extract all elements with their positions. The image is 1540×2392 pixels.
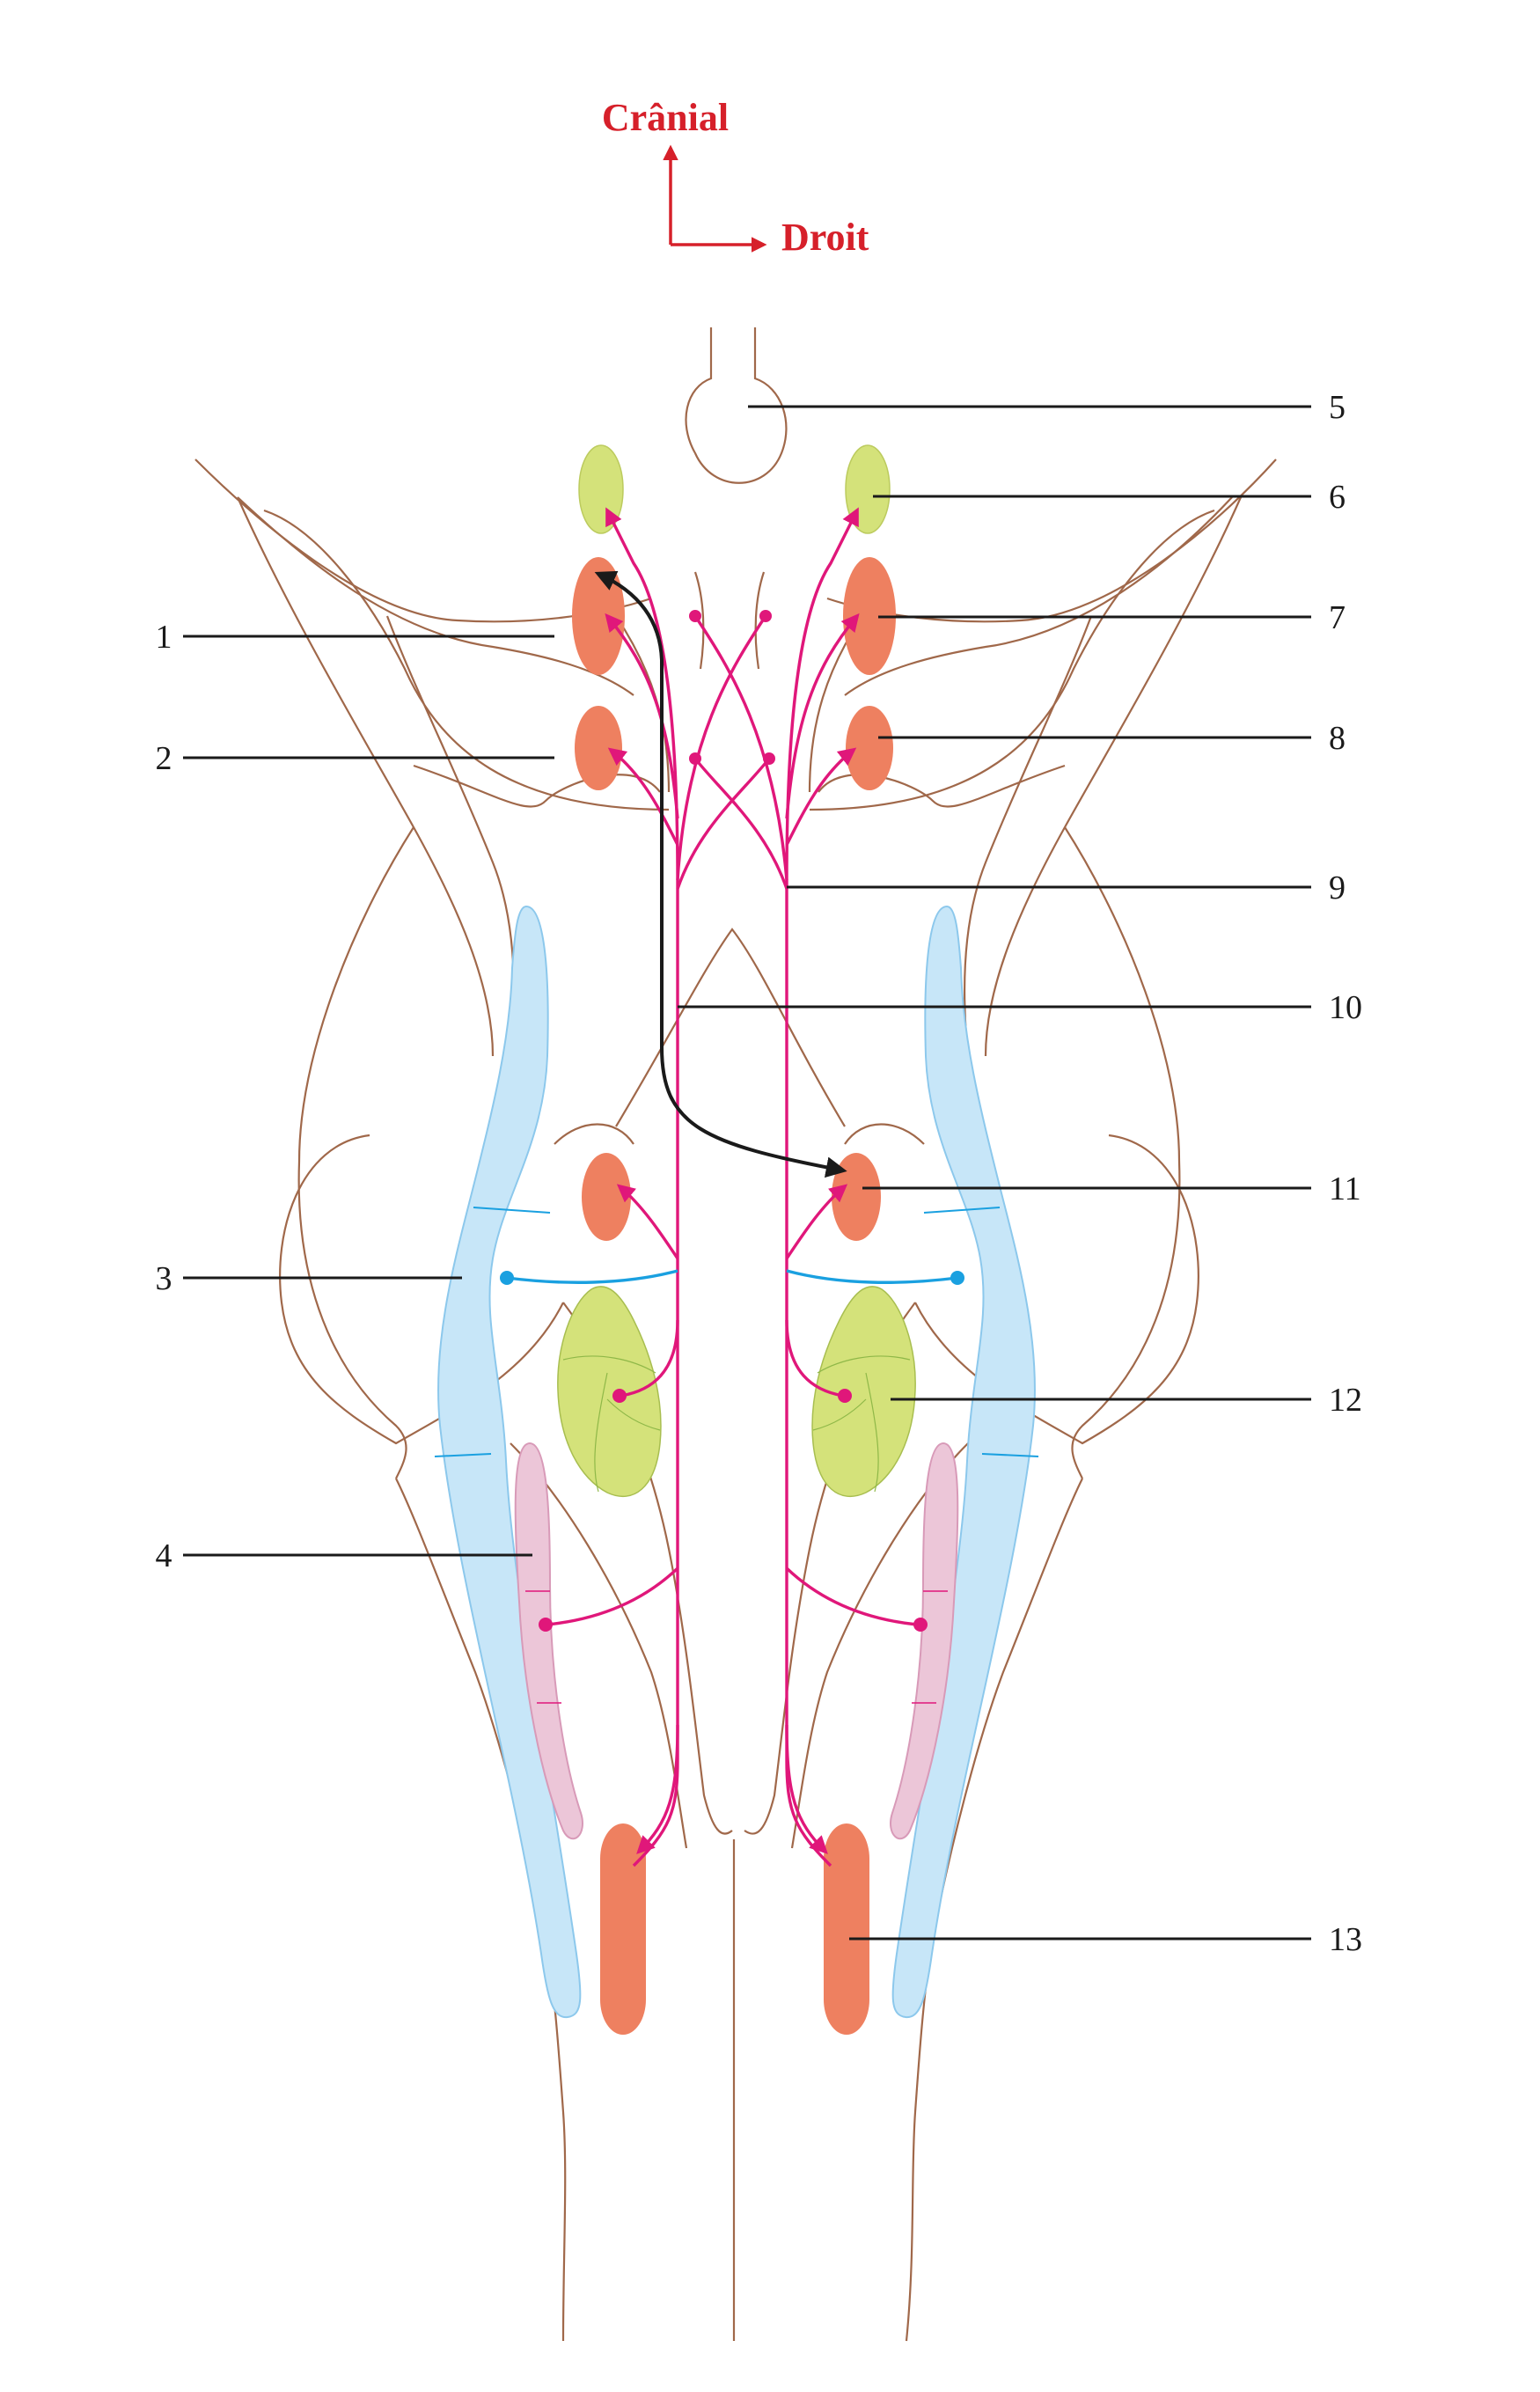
- right-blue-fiber: [786, 1269, 958, 1284]
- label-2: 2: [156, 740, 172, 777]
- right-fiber-to-4: [785, 1567, 918, 1626]
- left-pink-column: [514, 1442, 583, 1840]
- right-nucleus-8: [846, 706, 893, 790]
- yellow-green-nuclei: [557, 444, 916, 1498]
- motor-nuclei: [572, 557, 896, 2035]
- right-blue-dot: [950, 1271, 964, 1285]
- orientation-indicator: Crânial Droit: [602, 96, 869, 259]
- fiber-origin-dot-3: [689, 752, 701, 765]
- right-blue-column: [891, 905, 1036, 2019]
- left-lower-yellow-detail: [562, 1355, 661, 1493]
- label-12: 12: [1329, 1382, 1362, 1419]
- brainstem-outline: [194, 327, 1277, 2342]
- label-10: 10: [1329, 989, 1362, 1026]
- central-v: [615, 928, 846, 1127]
- right-12-dot: [838, 1389, 852, 1403]
- left-12-dot: [612, 1389, 627, 1403]
- pituitary-outline: [685, 327, 788, 484]
- right-pons-lobe: [1064, 826, 1181, 1479]
- left-blue-dot: [500, 1271, 514, 1285]
- blue-fibers: [500, 1269, 964, 1285]
- right-basal-curve: [844, 1123, 925, 1145]
- left-fiber-to-13: [636, 1724, 679, 1854]
- left-lateral-contour-2: [385, 615, 516, 1057]
- left-basal-curve: [554, 1123, 634, 1145]
- pink-columns: [514, 1442, 959, 1840]
- right-optic-wing: [826, 459, 1277, 623]
- left-nucleus-13: [600, 1823, 646, 2035]
- left-upper-lobe: [263, 509, 670, 811]
- left-fiber-to-11: [616, 1184, 679, 1259]
- right-nucleus-13: [824, 1823, 869, 2035]
- left-blue-division-2: [434, 1453, 492, 1457]
- left-fiber-to-4: [546, 1567, 679, 1626]
- left-blue-fiber: [506, 1269, 678, 1284]
- label-4: 4: [156, 1537, 172, 1574]
- left-nucleus-11: [582, 1153, 631, 1241]
- blue-columns: [434, 905, 1039, 2019]
- right-4-dot: [913, 1618, 928, 1632]
- label-1: 1: [156, 619, 172, 656]
- right-blue-division-1: [923, 1207, 1001, 1214]
- label-13: 13: [1329, 1921, 1362, 1958]
- right-nucleus-11: [832, 1153, 881, 1241]
- right-fiber-to-11: [785, 1184, 848, 1259]
- black-projection-arrow: [594, 570, 847, 1178]
- left-lower-yellow-nucleus: [557, 1286, 662, 1498]
- right-label: Droit: [781, 216, 869, 259]
- left-upper-yellow-nucleus: [578, 444, 624, 534]
- right-lateral-contour: [984, 496, 1243, 1057]
- label-9: 9: [1329, 869, 1346, 906]
- right-fiber-to-13: [785, 1724, 828, 1854]
- left-lateral-contour: [236, 496, 495, 1057]
- right-lower-yellow-nucleus: [811, 1286, 916, 1498]
- label-8: 8: [1329, 720, 1346, 757]
- label-5: 5: [1329, 389, 1346, 426]
- right-optic-wing-inner: [844, 496, 1233, 696]
- right-fiber-to-8: [785, 747, 857, 846]
- right-pink-column: [890, 1442, 959, 1840]
- cranial-label: Crânial: [602, 96, 729, 139]
- right-nucleus-7: [843, 557, 896, 675]
- left-pons-circle: [279, 1134, 564, 1445]
- label-6: 6: [1329, 479, 1346, 516]
- right-fiber-to-12: [785, 1319, 844, 1398]
- left-optic-wing-inner: [237, 496, 634, 696]
- cross-fiber-3: [693, 757, 788, 890]
- right-upper-lobe: [809, 509, 1215, 811]
- left-pons-lobe: [297, 826, 414, 1479]
- right-lateral-contour-2: [963, 615, 1093, 1057]
- left-blue-column: [437, 905, 582, 2019]
- right-lower-yellow-detail: [812, 1355, 911, 1493]
- left-nucleus-2: [575, 706, 622, 790]
- left-4-dot: [539, 1618, 553, 1632]
- number-labels: 1 2 3 4 5 6 7 8 9 10 11 12 13: [156, 389, 1363, 1958]
- fiber-origin-dot-4: [763, 752, 775, 765]
- leader-lines: [183, 405, 1311, 1941]
- fiber-origin-dot-2: [759, 610, 772, 622]
- fiber-origin-dot-1: [689, 610, 701, 622]
- label-11: 11: [1329, 1170, 1361, 1207]
- left-inner-curve: [413, 764, 661, 808]
- right-inner-medulla: [790, 1442, 969, 1849]
- left-fiber-to-12: [620, 1319, 679, 1398]
- left-blue-division-1: [473, 1207, 551, 1214]
- label-3: 3: [156, 1260, 172, 1297]
- right-blue-division-2: [981, 1453, 1039, 1457]
- label-7: 7: [1329, 599, 1346, 636]
